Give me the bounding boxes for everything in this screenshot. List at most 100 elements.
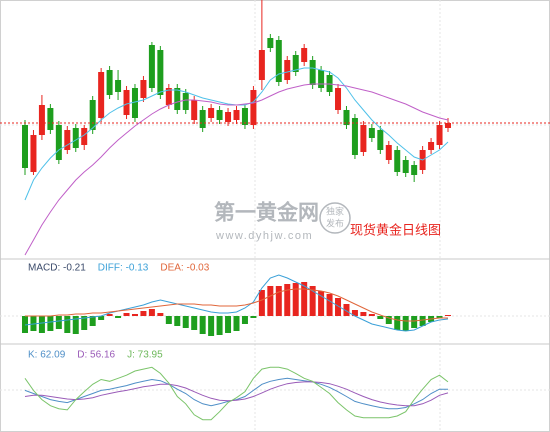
legend-label: DIFF: -0.13	[98, 263, 149, 274]
candle-body	[47, 108, 54, 130]
candle-body	[216, 110, 223, 120]
macd-bar	[216, 316, 223, 335]
macd-bar	[411, 316, 418, 328]
kdj-line	[24, 366, 449, 421]
macd-bar	[30, 316, 37, 331]
macd-bar	[326, 294, 333, 316]
kdj-line	[24, 377, 448, 410]
legend-label: DEA: -0.03	[160, 263, 209, 274]
macd-bar	[208, 316, 215, 336]
macd-bar	[368, 314, 375, 316]
macd-bar	[89, 316, 96, 326]
macd-bar	[165, 316, 172, 324]
candle-body	[267, 38, 274, 48]
macd-bar	[148, 309, 155, 316]
macd-bar	[284, 284, 291, 316]
macd-bar	[335, 298, 342, 316]
macd-bar	[385, 316, 392, 324]
candle-body	[140, 80, 147, 98]
macd-bar	[64, 316, 71, 333]
candle-body	[292, 55, 299, 72]
candle-body	[174, 88, 181, 110]
candle-body	[38, 105, 45, 135]
candle-body	[199, 110, 206, 128]
candle-body	[309, 60, 316, 85]
macd-line	[25, 288, 448, 322]
macd-bar	[351, 310, 358, 316]
candle-body	[411, 165, 418, 175]
macd-bar	[81, 316, 88, 330]
macd-bar	[419, 316, 426, 326]
candle-body	[335, 88, 342, 110]
candle-body	[385, 145, 392, 160]
candle-body	[343, 110, 350, 125]
candle-body	[284, 60, 291, 80]
macd-bar	[241, 316, 248, 324]
candle-body	[148, 45, 155, 88]
candle-body	[208, 108, 215, 118]
macd-bar	[436, 316, 443, 318]
macd-bar	[55, 316, 62, 329]
candle-body	[106, 70, 113, 95]
macd-bar	[318, 291, 325, 316]
macd-bar	[258, 290, 265, 316]
macd-bar	[275, 286, 282, 316]
candle-body	[394, 150, 401, 172]
watermark: 第一黄金网 独家 发布 www.dyhjw.com	[214, 201, 351, 242]
candle-body	[131, 88, 138, 118]
candle-body	[123, 90, 130, 115]
macd-bar	[225, 316, 232, 333]
candle-body	[225, 112, 232, 122]
candle-body	[115, 80, 122, 92]
macd-bar	[301, 282, 308, 316]
candle-body	[55, 125, 62, 160]
candle-body	[360, 125, 367, 152]
candle-body	[89, 100, 96, 130]
macd-bar	[199, 316, 206, 334]
macd-bar	[123, 313, 130, 316]
legend-label: D: 56.16	[77, 350, 115, 361]
macd-bar	[72, 316, 79, 334]
candle-body	[81, 128, 88, 145]
legend-label: J: 73.95	[127, 350, 163, 361]
candle-body	[351, 118, 358, 155]
candle-body	[250, 90, 257, 125]
macd-bar	[377, 316, 384, 319]
candle-body	[64, 130, 71, 150]
watermark-url: www.dyhjw.com	[215, 230, 313, 242]
candle-body	[368, 128, 375, 138]
macd-bar	[47, 316, 54, 331]
macd-bar	[267, 286, 274, 316]
macd-bar	[360, 312, 367, 316]
macd-line	[24, 274, 449, 332]
candle-body	[445, 123, 451, 128]
macd-bar	[402, 316, 409, 331]
candle-body	[258, 50, 265, 80]
candle-body	[428, 142, 435, 150]
candle-body	[241, 108, 248, 125]
watermark-badge	[319, 202, 351, 234]
macd-bar	[233, 316, 240, 331]
macd-bar	[182, 316, 189, 328]
chart-title: 现货黄金日线图	[350, 222, 441, 237]
candle-body	[377, 130, 384, 150]
macd-bar	[250, 316, 257, 318]
candle-body	[318, 70, 325, 88]
macd-bar	[191, 316, 198, 330]
watermark-badge-text: 发布	[326, 217, 344, 228]
kdj-line	[24, 381, 449, 407]
candle-body	[301, 48, 308, 62]
watermark-badge-text: 独家	[326, 205, 344, 216]
macd-bar	[394, 316, 401, 330]
macd-bar	[106, 314, 113, 316]
macd-bar	[115, 316, 122, 318]
macd-bar	[309, 286, 316, 316]
candle-body	[402, 160, 409, 173]
legend-label: MACD: -0.21	[28, 263, 86, 274]
candle-body	[165, 88, 172, 105]
candle-body	[30, 135, 37, 172]
candle-body	[157, 50, 164, 95]
